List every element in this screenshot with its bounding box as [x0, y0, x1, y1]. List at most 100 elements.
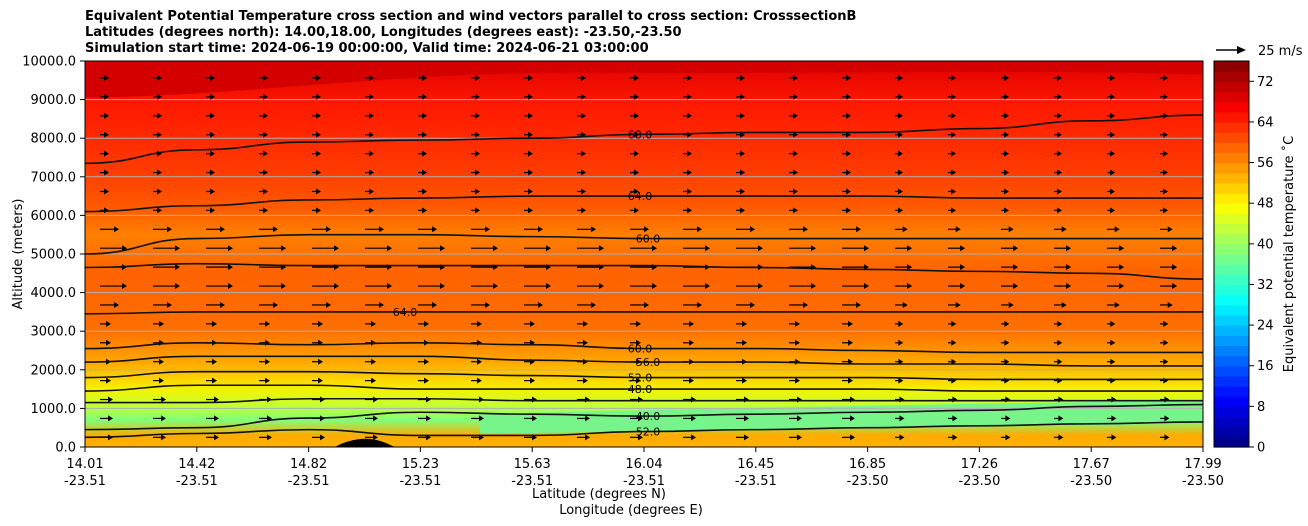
- contour-label: 60.0: [636, 233, 661, 246]
- wind-arrow: [524, 188, 533, 195]
- wind-arrow: [1107, 434, 1117, 441]
- wind-arrow: [1107, 150, 1115, 157]
- wind-arrow: [312, 377, 323, 384]
- wind-arrow: [153, 320, 164, 327]
- x-tick-label-lon: -23.50: [958, 474, 1000, 489]
- wind-arrow: [1160, 245, 1178, 252]
- colorbar-segment: [1214, 304, 1249, 316]
- wind-arrow: [312, 320, 323, 327]
- wind-arrow: [577, 320, 588, 327]
- wind-arrow: [736, 150, 745, 157]
- contour-line: [85, 262, 1203, 280]
- wind-arrow: [789, 320, 800, 327]
- wind-arrow: [1160, 131, 1168, 138]
- wind-arrow: [259, 434, 272, 441]
- wind-arrow: [1160, 283, 1178, 290]
- wind-arrow: [312, 112, 321, 119]
- y-tick-label: 7000.0: [31, 170, 77, 185]
- wind-arrow: [577, 188, 586, 195]
- wind-arrow: [100, 377, 111, 384]
- colorbar-segment: [1214, 162, 1249, 174]
- colorbar-segment: [1214, 61, 1249, 72]
- wind-arrow: [100, 301, 119, 308]
- wind-arrow: [736, 434, 749, 441]
- y-tick-label: 2000.0: [31, 363, 77, 378]
- wind-arrow: [736, 283, 763, 290]
- wind-arrow: [1001, 112, 1009, 119]
- colorbar-segment: [1214, 386, 1249, 397]
- contour-line: [85, 233, 1203, 255]
- wind-arrow: [683, 226, 702, 233]
- wind-arrow: [259, 245, 286, 252]
- wind-arrow: [683, 188, 692, 195]
- wind-arrow: [471, 112, 480, 119]
- wind-arrow: [736, 320, 747, 327]
- wind-arrow: [1001, 358, 1010, 365]
- wind-arrow: [630, 434, 643, 441]
- wind-arrow: [418, 74, 427, 81]
- wind-arrow: [418, 131, 427, 138]
- wind-arrow: [365, 377, 376, 384]
- wind-arrow: [418, 93, 427, 100]
- x-tick-label-lat: 14.01: [66, 457, 103, 472]
- wind-arrow: [365, 245, 392, 252]
- wind-arrow: [206, 358, 217, 365]
- wind-arrow: [842, 339, 853, 346]
- wind-arrow: [1160, 74, 1168, 81]
- wind-arrow: [895, 339, 904, 346]
- wind-arrow: [683, 415, 696, 422]
- wind-arrow: [206, 264, 233, 271]
- wind-arrow: [948, 131, 956, 138]
- colorbar-segment: [1214, 81, 1249, 93]
- wind-arrow: [418, 358, 429, 365]
- wind-arrow: [100, 169, 109, 176]
- wind-arrow: [259, 169, 268, 176]
- wind-arrow: [683, 377, 694, 384]
- wind-arrow: [206, 131, 215, 138]
- wind-arrow: [736, 339, 747, 346]
- wind-arrow: [895, 283, 913, 290]
- wind-arrow: [206, 320, 217, 327]
- wind-arrow: [206, 150, 215, 157]
- wind-arrow: [789, 112, 798, 119]
- title-line-2: Latitudes (degrees north): 14.00,18.00, …: [85, 25, 682, 40]
- x-tick-label-lon: -23.50: [1070, 474, 1112, 489]
- wind-arrow: [153, 169, 162, 176]
- wind-arrow: [1054, 131, 1062, 138]
- wind-arrow: [524, 320, 535, 327]
- wind-arrow: [259, 74, 268, 81]
- wind-arrow: [1160, 150, 1168, 157]
- wind-arrow: [789, 74, 798, 81]
- wind-arrow: [789, 434, 802, 441]
- wind-arrow: [153, 74, 162, 81]
- wind-arrow: [948, 169, 956, 176]
- wind-arrow: [312, 93, 321, 100]
- wind-arrow: [683, 434, 696, 441]
- wind-arrow: [312, 283, 339, 290]
- wind-arrow: [153, 131, 162, 138]
- wind-arrow: [630, 74, 639, 81]
- x-tick-label-lon: -23.51: [511, 474, 553, 489]
- wind-arrow: [1001, 169, 1009, 176]
- wind-arrow: [259, 226, 278, 233]
- colorbar-segment: [1214, 355, 1249, 367]
- wind-arrow: [206, 434, 219, 441]
- wind-arrow: [683, 112, 692, 119]
- wind-arrow: [1054, 283, 1072, 290]
- colorbar-segment: [1214, 111, 1249, 123]
- wind-arrow: [789, 301, 808, 308]
- wind-arrow: [206, 283, 233, 290]
- contour-label: 40.0: [636, 410, 661, 423]
- wind-arrow: [683, 169, 692, 176]
- x-axis-label-lon: Longitude (degrees E): [559, 503, 703, 518]
- wind-arrow: [1107, 74, 1115, 81]
- wind-arrow: [1001, 434, 1011, 441]
- wind-arrow: [683, 283, 710, 290]
- wind-arrow: [524, 169, 533, 176]
- contour-label: 68.0: [628, 128, 653, 141]
- wind-arrow: [842, 169, 851, 176]
- wind-arrow: [577, 150, 586, 157]
- wind-arrow: [630, 112, 639, 119]
- wind-arrow: [1107, 188, 1115, 195]
- colorbar-segment: [1214, 375, 1249, 387]
